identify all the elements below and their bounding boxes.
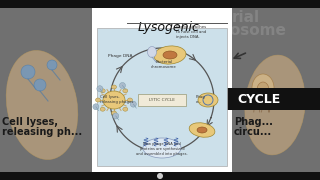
Bar [138,94,186,106]
Circle shape [157,173,163,179]
Circle shape [130,101,136,107]
Text: Phag...: Phag... [234,117,273,127]
Circle shape [34,79,46,91]
Text: New phage DNA and
proteins are synthesized
and assembled into phages.: New phage DNA and proteins are synthesiz… [136,142,188,156]
Circle shape [47,60,57,70]
Ellipse shape [252,74,274,102]
Bar [97,28,227,166]
Bar [220,88,320,110]
Circle shape [21,65,35,79]
Ellipse shape [123,107,128,111]
Circle shape [119,82,125,89]
Ellipse shape [6,51,78,159]
Ellipse shape [189,123,215,137]
Circle shape [97,86,103,92]
Circle shape [93,104,99,110]
Ellipse shape [95,98,100,102]
Text: circu...: circu... [234,127,272,137]
Text: releasing ph...: releasing ph... [2,127,82,137]
Ellipse shape [111,111,116,115]
Text: Cell lyses,
releasing phages: Cell lyses, releasing phages [100,95,133,104]
Text: Phage DNA: Phage DNA [108,54,132,58]
Ellipse shape [163,51,177,59]
Bar [0,0,320,8]
Ellipse shape [154,46,186,64]
Text: rial: rial [232,10,260,25]
Text: LYTIC CYCLE: LYTIC CYCLE [149,98,175,102]
Ellipse shape [197,127,207,133]
Ellipse shape [100,89,105,93]
Circle shape [113,113,119,119]
Text: Phage attaches
to host cell and
injects DNA.: Phage attaches to host cell and injects … [176,25,206,39]
Ellipse shape [127,98,132,102]
Ellipse shape [143,138,181,158]
Ellipse shape [245,55,305,155]
Bar [92,8,232,172]
Ellipse shape [257,82,269,98]
Ellipse shape [111,85,116,89]
Text: nosome: nosome [220,23,287,38]
Text: Phag
e...: Phag e... [196,95,206,104]
Bar [0,172,320,180]
Ellipse shape [198,93,218,107]
Ellipse shape [100,107,105,111]
Text: Cell lyses,: Cell lyses, [2,117,58,127]
Ellipse shape [123,89,128,93]
Text: Lysogenic: Lysogenic [138,21,200,34]
Text: CYCLE: CYCLE [237,93,280,106]
Text: Bacterial
chromosome: Bacterial chromosome [151,60,177,69]
Ellipse shape [148,46,156,57]
Ellipse shape [103,91,125,109]
